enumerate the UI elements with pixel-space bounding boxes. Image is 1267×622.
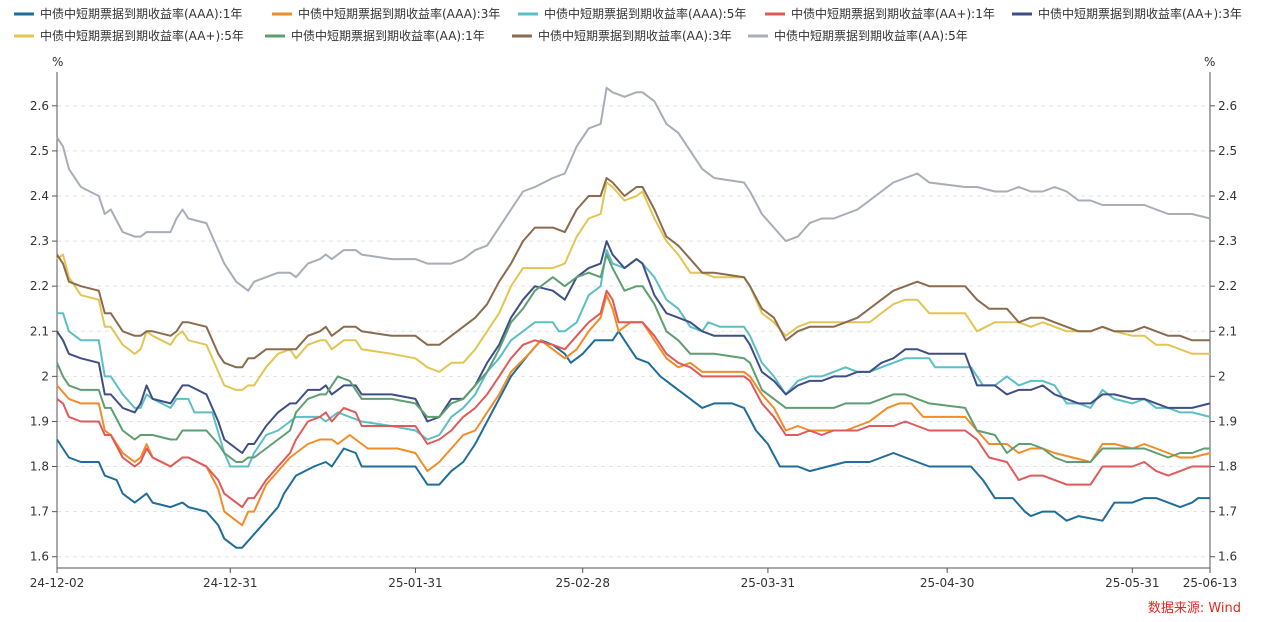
legend-label: 中债中短期票据到期收益率(AAA):3年 [298, 6, 500, 21]
y-tick-label-right: 2.5 [1218, 144, 1237, 158]
y-tick-label-left: 2.1 [30, 324, 49, 338]
x-tick-label: 24-12-02 [30, 576, 84, 590]
series-line [57, 249, 1211, 468]
legend-item[interactable]: 中债中短期票据到期收益率(AAA):5年 [518, 6, 746, 21]
x-tick-label: 25-05-31 [1105, 576, 1159, 590]
legend-item[interactable]: 中债中短期票据到期收益率(AA+):3年 [1012, 6, 1242, 21]
legend-item[interactable]: 中债中短期票据到期收益率(AA):3年 [512, 28, 732, 43]
series-line [56, 86, 1211, 292]
legend-item[interactable]: 中债中短期票据到期收益率(AA+):5年 [14, 28, 244, 43]
legend-label: 中债中短期票据到期收益率(AA):1年 [291, 28, 485, 43]
legend-item[interactable]: 中债中短期票据到期收益率(AA):1年 [265, 28, 485, 43]
series-line [56, 177, 1210, 369]
y-tick-label-left: 2.4 [30, 189, 49, 203]
axes [56, 72, 1211, 569]
y-tick-label-right: 2.6 [1218, 99, 1237, 113]
legend-item[interactable]: 中债中短期票据到期收益率(AA+):1年 [765, 6, 995, 21]
y-tick-label-right: 2.3 [1218, 234, 1237, 248]
legend-label: 中债中短期票据到期收益率(AA):5年 [774, 28, 968, 43]
legend-label: 中债中短期票据到期收益率(AAA):5年 [544, 6, 746, 21]
y-tick-label-right: 1.8 [1218, 460, 1237, 474]
series-line [56, 294, 1211, 527]
legend-label: 中债中短期票据到期收益率(AAA):1年 [40, 6, 242, 21]
y-tick-label-left: 1.8 [30, 460, 49, 474]
x-tick-label: 24-12-31 [203, 576, 257, 590]
series-lines [56, 86, 1211, 549]
y-tick-label-left: 1.7 [30, 505, 49, 519]
y-axis-unit-left: % [52, 55, 63, 69]
x-tick-labels: 24-12-02 24-12-31 25-01-31 25-02-28 25-03-31… [30, 568, 1237, 590]
legend-label: 中债中短期票据到期收益率(AA+):3年 [1038, 6, 1242, 21]
legend-label: 中债中短期票据到期收益率(AA+):1年 [791, 6, 995, 21]
y-tick-label-left: 2.6 [30, 99, 49, 113]
y-tick-label-right: 2.4 [1218, 189, 1237, 203]
y-tick-label-right: 2.2 [1218, 279, 1237, 293]
legend-label: 中债中短期票据到期收益率(AA):3年 [538, 28, 732, 43]
y-tick-label-left: 2 [41, 369, 49, 383]
y-tick-label-left: 2.2 [30, 279, 49, 293]
x-tick-label: 25-06-13 [1183, 576, 1237, 590]
legend-item[interactable]: 中债中短期票据到期收益率(AAA):1年 [14, 6, 242, 21]
y-tick-label-right: 2 [1218, 369, 1226, 383]
gridlines [52, 105, 1215, 558]
series-line [56, 253, 1210, 463]
y-tick-label-right: 1.7 [1218, 505, 1237, 519]
x-tick-label: 25-03-31 [741, 576, 795, 590]
x-tick-label: 25-01-31 [388, 576, 442, 590]
y-tick-label-right: 1.9 [1218, 414, 1237, 428]
series-line [56, 289, 1210, 509]
data-source-label: 数据来源: Wind [1147, 601, 1241, 616]
y-tick-labels: 1.6 1.6 1.7 1.7 1.8 1.8 1.9 1.9 2 2 2.1 2.1 2.2 2.2 2.… [30, 99, 1237, 564]
legend-item[interactable]: 中债中短期票据到期收益率(AAA):3年 [272, 6, 500, 21]
y-tick-label-left: 1.9 [30, 414, 49, 428]
y-tick-label-left: 1.6 [30, 550, 49, 564]
x-tick-label: 25-04-30 [920, 576, 974, 590]
y-tick-label-left: 2.3 [30, 234, 49, 248]
series-line [56, 181, 1210, 391]
series-line [56, 240, 1211, 454]
y-axis-unit-right: % [1204, 55, 1215, 69]
series-line [56, 330, 1210, 549]
y-tick-label-right: 1.6 [1218, 550, 1237, 564]
chart-legend[interactable]: 中债中短期票据到期收益率(AAA):1年 中债中短期票据到期收益率(AAA):3年… [14, 6, 1242, 43]
x-tick-label: 25-02-28 [555, 576, 609, 590]
y-tick-label-left: 2.5 [30, 144, 49, 158]
legend-label: 中债中短期票据到期收益率(AA+):5年 [40, 28, 244, 43]
legend-item[interactable]: 中债中短期票据到期收益率(AA):5年 [748, 28, 968, 43]
y-tick-label-right: 2.1 [1218, 324, 1237, 338]
